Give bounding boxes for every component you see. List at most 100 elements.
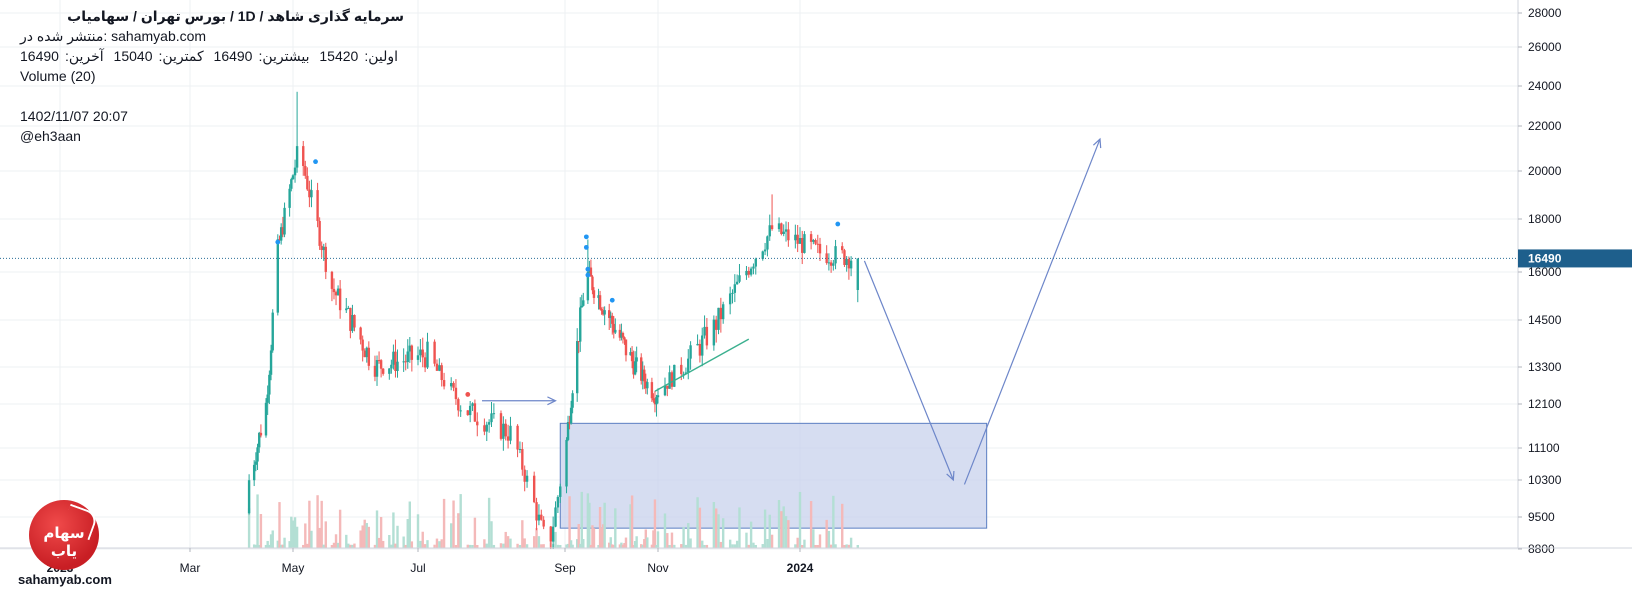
price-tick-label: 9500 xyxy=(1528,510,1555,524)
candle-body xyxy=(466,410,469,416)
volume-bar xyxy=(521,520,524,548)
volume-bar xyxy=(603,502,606,548)
candle-body xyxy=(646,382,649,389)
candle-body xyxy=(670,372,674,387)
candle-body xyxy=(542,519,545,527)
volume-bar xyxy=(452,500,455,548)
candle-body xyxy=(351,315,354,331)
candle-body xyxy=(591,276,594,291)
volume-bar xyxy=(565,544,568,548)
volume-bar xyxy=(419,540,422,548)
candle-body xyxy=(608,310,611,318)
volume-bar xyxy=(308,500,311,548)
volume-bar xyxy=(258,544,261,548)
signal-marker xyxy=(609,297,615,303)
candle-body xyxy=(554,507,557,527)
candle-body xyxy=(278,239,281,241)
volume-bar xyxy=(367,526,371,548)
volume-bar xyxy=(442,498,446,548)
candle-body xyxy=(814,240,817,244)
volume-bar xyxy=(438,541,441,548)
candle-body xyxy=(849,260,853,269)
candle-body xyxy=(803,234,806,253)
candle-body xyxy=(827,262,831,264)
candle-body xyxy=(487,422,491,425)
volume-bar xyxy=(827,530,831,548)
candle-body xyxy=(565,439,568,487)
candle-body xyxy=(361,339,364,351)
volume-bar xyxy=(803,539,806,548)
volume-bar xyxy=(680,544,683,548)
candle-body xyxy=(295,146,299,168)
volume-bar xyxy=(269,534,273,548)
volume-bar xyxy=(745,532,748,548)
volume-bar xyxy=(592,528,596,548)
volume-bar xyxy=(731,544,734,548)
watermark-site: sahamyab.com xyxy=(18,572,112,587)
volume-bar xyxy=(406,518,409,548)
candle-body xyxy=(624,339,628,356)
volume-bar xyxy=(487,497,491,548)
candle-body xyxy=(644,381,648,389)
candle-body xyxy=(629,352,632,356)
volume-bar xyxy=(668,544,671,548)
candle-body xyxy=(373,365,377,377)
volume-bar xyxy=(330,544,334,548)
candle-body xyxy=(618,329,622,338)
candle-body xyxy=(322,246,325,251)
volume-bar xyxy=(288,541,291,548)
candle-body xyxy=(640,357,643,381)
volume-legend[interactable]: Volume (20) xyxy=(20,68,96,84)
price-tick-label: 12100 xyxy=(1528,397,1562,411)
candle-body xyxy=(630,352,634,362)
candle-body xyxy=(818,243,822,254)
candle-body xyxy=(266,394,269,403)
volume-bar xyxy=(696,497,699,548)
volume-bars xyxy=(247,491,859,548)
time-tick-label: 2024 xyxy=(787,561,814,575)
volume-bar xyxy=(571,544,574,548)
volume-bar xyxy=(579,543,582,548)
signal-marker xyxy=(583,244,589,250)
price-tick-label: 18000 xyxy=(1528,212,1562,226)
close-label: آخرین: xyxy=(64,48,104,64)
volume-bar xyxy=(621,544,625,548)
candle-body xyxy=(650,382,654,399)
candle-body xyxy=(375,360,379,377)
volume-bar xyxy=(566,543,570,548)
candle-body xyxy=(784,229,788,232)
volume-bar xyxy=(794,544,797,548)
open-label: اولین: xyxy=(364,48,398,64)
candle-body xyxy=(334,292,338,296)
volume-bar xyxy=(390,544,393,548)
candle-body xyxy=(367,347,371,366)
demand-zone-box xyxy=(559,422,988,529)
candle-body xyxy=(353,315,356,328)
candle-body xyxy=(440,365,443,381)
volume-bar xyxy=(640,544,643,548)
volume-bar xyxy=(618,544,622,548)
time-axis[interactable]: 2023MarMayJulSepNov2024 xyxy=(0,547,1632,575)
candle-body xyxy=(687,358,690,373)
volume-bar xyxy=(698,507,702,548)
candle-body xyxy=(499,413,503,439)
volume-bar xyxy=(408,501,412,548)
candle-body xyxy=(396,361,399,372)
candle-body xyxy=(269,350,273,375)
candle-body xyxy=(256,447,259,462)
candle-body xyxy=(316,190,319,221)
volume-bar xyxy=(666,533,669,548)
price-axis[interactable]: 28000 26000 24000 22000 20000 18000 16000 14500… xyxy=(1517,0,1632,556)
candle-body xyxy=(516,425,519,450)
volume-bar xyxy=(719,541,723,548)
sahamyab-logo: سهام یاب xyxy=(29,500,99,570)
volume-bar xyxy=(532,536,536,548)
candle-body xyxy=(592,290,596,298)
volume-bar xyxy=(283,537,286,548)
volume-bar xyxy=(589,544,593,548)
volume-bar xyxy=(259,514,263,548)
volume-bar xyxy=(504,531,507,548)
volume-bar xyxy=(644,529,648,548)
signal-marker xyxy=(585,272,591,278)
